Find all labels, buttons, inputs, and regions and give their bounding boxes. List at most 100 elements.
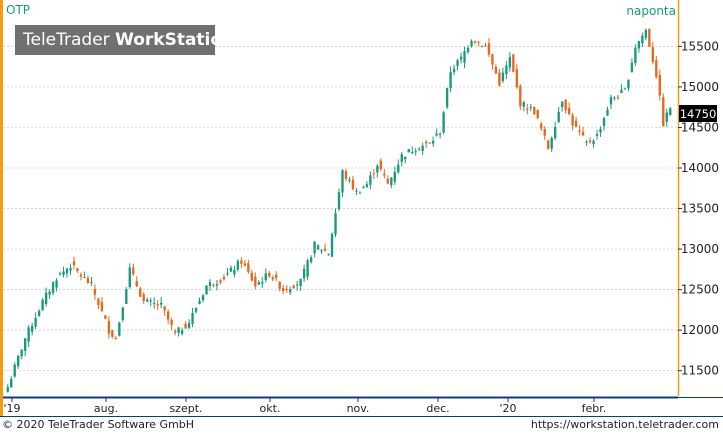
candle-down [491, 54, 494, 65]
y-tick-label: 15000 [681, 80, 719, 94]
x-tick-label: okt. [260, 402, 281, 415]
candle-up [470, 40, 473, 47]
candle-up [229, 267, 233, 272]
candle-up [484, 45, 487, 47]
candle-up [554, 127, 557, 138]
candle-down [219, 280, 222, 283]
candle-down [519, 85, 522, 107]
logo-brand: TeleTrader [23, 30, 116, 50]
y-tick-label: 13000 [681, 242, 719, 256]
candle-up [201, 295, 205, 301]
candle-down [588, 140, 592, 143]
candle-down [79, 274, 83, 277]
candle-down [581, 131, 585, 136]
candle-down [254, 276, 257, 287]
candle-up [365, 184, 369, 188]
candle-up [438, 133, 442, 135]
candle-down [173, 331, 177, 333]
last-price-label: 14750 [680, 107, 717, 121]
candle-up [48, 291, 51, 295]
candle-up [177, 327, 180, 333]
candle-down [648, 29, 651, 47]
candle-up [609, 97, 613, 105]
candle-down [323, 248, 327, 251]
teletrader-logo: TeleTrader WorkStation [15, 25, 234, 55]
candle-down [494, 66, 498, 74]
interval-label: naponta [626, 4, 676, 18]
candle-up [606, 109, 609, 116]
candle-up [595, 134, 599, 136]
candle-up [557, 111, 560, 122]
candle-down [104, 315, 107, 319]
candle-up [463, 51, 466, 63]
candle-up [445, 87, 449, 108]
candle-up [299, 278, 302, 287]
candle-up [435, 133, 438, 136]
plot-area [3, 17, 678, 396]
candle-down [379, 160, 383, 170]
candle-down [170, 319, 173, 326]
candle-up [428, 142, 431, 144]
candle-down [655, 60, 658, 78]
candle-up [623, 88, 627, 90]
candle-down [578, 130, 581, 132]
candle-up [362, 187, 365, 189]
candle-up [83, 277, 86, 279]
candle-down [512, 54, 515, 72]
candle-up [34, 317, 37, 327]
candle-up [641, 35, 644, 44]
candle-up [51, 282, 55, 293]
candle-down [97, 298, 100, 306]
candle-up [37, 311, 41, 316]
candle-down [247, 263, 250, 272]
candle-down [292, 285, 295, 289]
x-tick-label: aug. [94, 402, 118, 415]
candle-down [275, 274, 278, 279]
candle-up [456, 60, 459, 67]
candle-down [372, 173, 376, 175]
y-tick-label: 14000 [681, 161, 719, 175]
candle-up [153, 302, 156, 304]
candle-down [142, 294, 145, 302]
candle-up [334, 213, 337, 235]
candle-up [180, 330, 184, 334]
candle-up [459, 56, 463, 60]
candle-up [522, 102, 525, 107]
candle-down [76, 268, 79, 272]
candle-down [487, 43, 491, 55]
candle-up [431, 140, 435, 144]
candle-down [616, 97, 620, 99]
candle-up [585, 141, 588, 143]
candle-down [282, 287, 285, 291]
x-tick-label: '19 [3, 402, 20, 415]
candle-up [30, 325, 34, 332]
candle-down [285, 288, 288, 291]
candle-up [146, 299, 149, 302]
candle-down [477, 41, 480, 43]
candle-up [330, 234, 334, 257]
y-tick-label: 12500 [681, 283, 719, 297]
candle-down [351, 179, 355, 190]
candle-down [571, 115, 574, 126]
candle-up [390, 177, 393, 186]
candle-up [69, 267, 72, 271]
candle-up [313, 241, 316, 254]
footer-link[interactable]: https://workstation.teletrader.com [530, 418, 719, 431]
candle-up [233, 269, 236, 275]
candle-up [302, 268, 306, 279]
x-tick-label: dec. [426, 402, 449, 415]
candle-up [505, 65, 508, 75]
candle-down [166, 311, 170, 320]
candle-up [17, 355, 20, 367]
candle-up [320, 250, 323, 252]
candle-up [55, 280, 58, 288]
candle-up [121, 307, 124, 320]
candle-down [574, 120, 578, 127]
candle-up [620, 89, 623, 93]
candle-up [58, 273, 62, 275]
candle-up [550, 137, 553, 149]
candle-down [567, 107, 571, 115]
candle-up [630, 62, 634, 73]
candle-up [393, 171, 396, 182]
